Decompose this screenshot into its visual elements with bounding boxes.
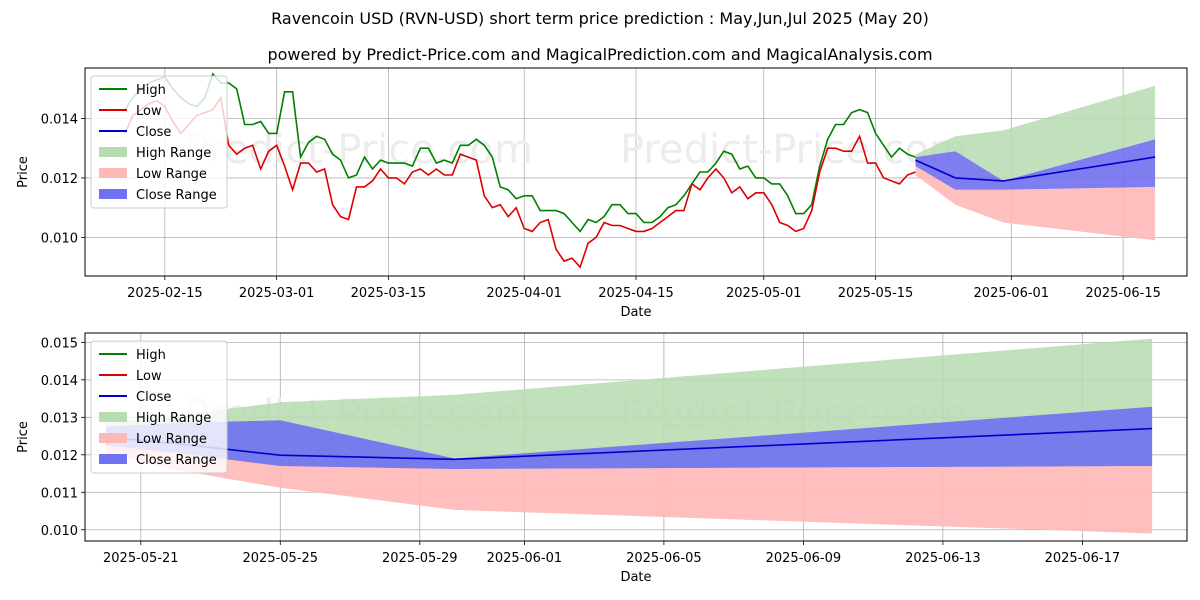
x-tick-label: 2025-05-29: [382, 551, 458, 566]
y-tick-label: 0.010: [41, 524, 78, 539]
high-range-band: [915, 85, 1156, 181]
low-line: [124, 95, 916, 269]
x-tick-label: 2025-06-15: [1085, 286, 1161, 301]
x-tick-label: 2025-03-01: [239, 286, 315, 301]
x-tick-label: 2025-06-09: [766, 551, 842, 566]
legend-label: High Range: [136, 146, 211, 161]
low-range-band: [105, 430, 1153, 534]
watermark: Predict-Price.com: [620, 127, 968, 173]
bottom-axes-frame: [84, 332, 1188, 542]
x-tick-label: 2025-04-15: [598, 286, 674, 301]
low-range-band: [915, 166, 1156, 241]
legend-label: Close: [136, 390, 171, 405]
legend-patch-swatch: [99, 189, 127, 199]
close-forecast-line: [915, 156, 1156, 182]
x-tick-label: 2025-05-21: [103, 551, 179, 566]
chart-subtitle: powered by Predict-Price.com and Magical…: [267, 45, 933, 64]
x-tick-label: 2025-05-25: [243, 551, 319, 566]
x-tick-label: 2025-04-01: [486, 286, 562, 301]
chart-title: Ravencoin USD (RVN-USD) short term price…: [271, 9, 929, 28]
x-tick-label: 2025-06-01: [487, 551, 563, 566]
watermark: Predict-Price.com: [185, 127, 533, 173]
legend-label: High: [136, 83, 166, 98]
x-tick-label: 2025-03-15: [351, 286, 427, 301]
y-axis-label: Price: [16, 156, 31, 188]
x-tick-label: 2025-06-17: [1045, 551, 1121, 566]
x-tick-label: 2025-05-15: [838, 286, 914, 301]
legend-patch-swatch: [99, 433, 127, 443]
y-tick-label: 0.014: [41, 374, 78, 389]
legend-label: Low: [136, 369, 162, 384]
high-line: [124, 72, 916, 233]
top-plot-area: Predict-Price.com Predict-Price.com: [85, 68, 1187, 276]
legend-patch-swatch: [99, 147, 127, 157]
x-tick-label: 2025-06-13: [905, 551, 981, 566]
legend-label: Low: [136, 104, 162, 119]
legend-label: High: [136, 348, 166, 363]
y-tick-label: 0.011: [41, 486, 78, 501]
legend-patch-swatch: [99, 412, 127, 422]
y-axis-label: Price: [16, 421, 31, 453]
x-tick-label: 2025-06-05: [626, 551, 702, 566]
x-tick-label: 2025-06-01: [974, 286, 1050, 301]
legend-label: Close Range: [136, 453, 217, 468]
legend-label: Close: [136, 125, 171, 140]
x-tick-label: 2025-02-15: [127, 286, 203, 301]
y-tick-label: 0.012: [41, 172, 78, 187]
y-tick-label: 0.013: [41, 411, 78, 426]
close-range-band: [105, 406, 1153, 469]
legend-patch-swatch: [99, 168, 127, 178]
y-tick-label: 0.015: [41, 336, 78, 351]
x-tick-label: 2025-05-01: [726, 286, 802, 301]
legend-label: High Range: [136, 411, 211, 426]
x-axis-label: Date: [620, 305, 651, 320]
y-tick-label: 0.014: [41, 113, 78, 128]
legend-label: Low Range: [136, 167, 207, 182]
legend-patch-swatch: [99, 454, 127, 464]
x-axis-label: Date: [620, 570, 651, 585]
legend-label: Close Range: [136, 188, 217, 203]
close-range-band: [915, 139, 1156, 190]
y-tick-label: 0.010: [41, 231, 78, 246]
legend-label: Low Range: [136, 432, 207, 447]
y-tick-label: 0.012: [41, 449, 78, 464]
